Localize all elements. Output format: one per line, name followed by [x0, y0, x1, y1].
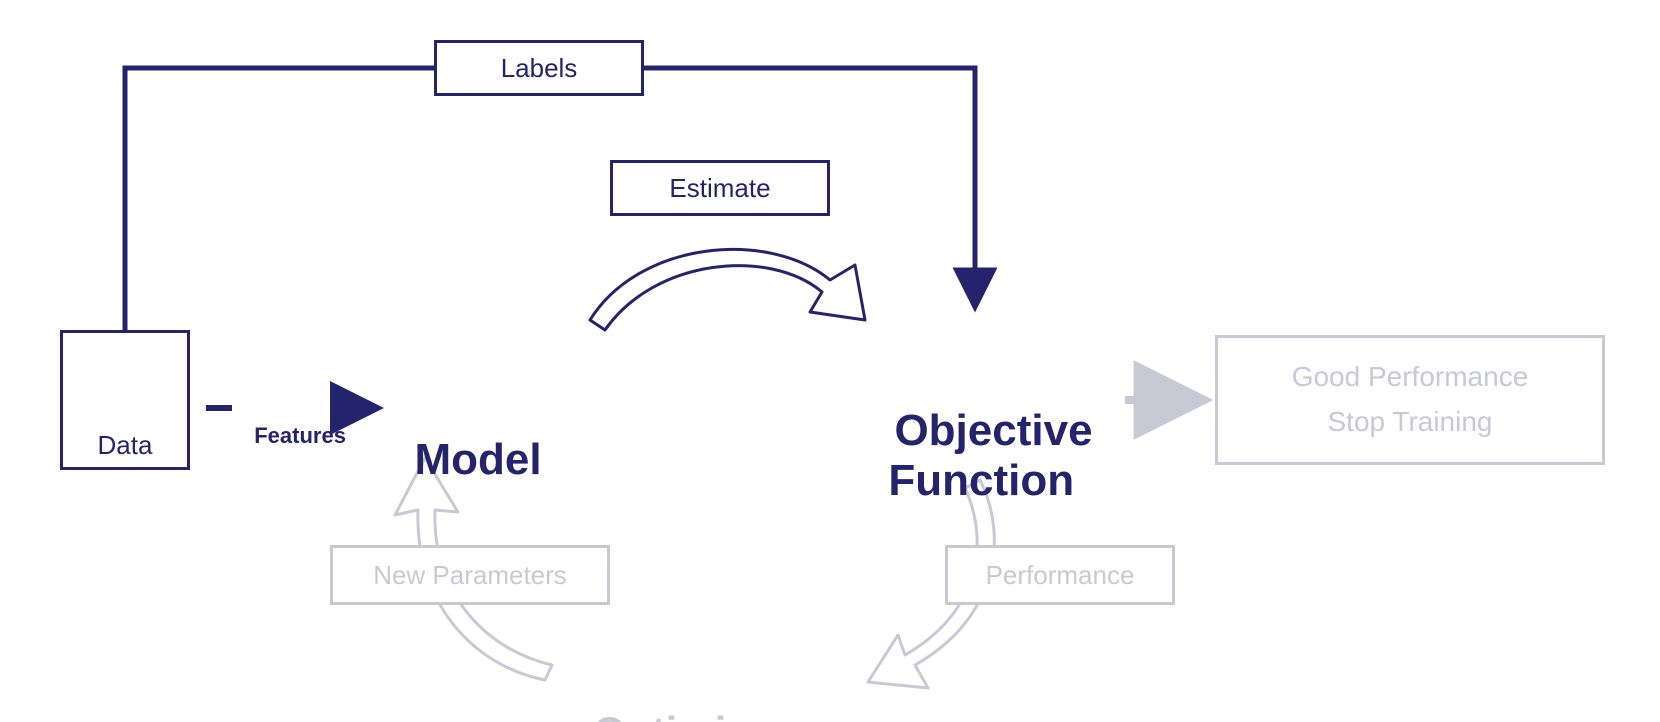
edge-label-performance: Performance — [945, 545, 1175, 605]
edge-label-newparams-text: New Parameters — [373, 560, 567, 591]
node-data-label: Data — [98, 430, 153, 461]
edge-label-labels-text: Labels — [501, 53, 578, 84]
node-objective: Objective Function — [870, 355, 1093, 507]
node-optimizer: Optimizer — [570, 660, 787, 722]
edge-label-labels: Labels — [434, 40, 644, 96]
node-data: Data — [60, 330, 190, 470]
edge-label-performance-text: Performance — [986, 560, 1135, 591]
edge-label-estimate: Estimate — [610, 160, 830, 216]
edge-labels — [125, 68, 975, 330]
edge-label-new-parameters: New Parameters — [330, 545, 610, 605]
edge-label-estimate-text: Estimate — [669, 173, 770, 204]
node-goodperf-line2: Stop Training — [1328, 400, 1493, 445]
edge-estimate — [590, 249, 865, 330]
node-model: Model — [390, 385, 542, 485]
node-model-label: Model — [414, 435, 541, 484]
node-objective-label: Objective Function — [888, 406, 1092, 506]
edge-label-features: Features — [242, 397, 346, 449]
node-good-performance: Good Performance Stop Training — [1215, 335, 1605, 465]
node-optimizer-label: Optimizer — [593, 708, 787, 722]
edge-label-features-text: Features — [254, 423, 346, 448]
node-goodperf-line1: Good Performance — [1292, 355, 1529, 400]
